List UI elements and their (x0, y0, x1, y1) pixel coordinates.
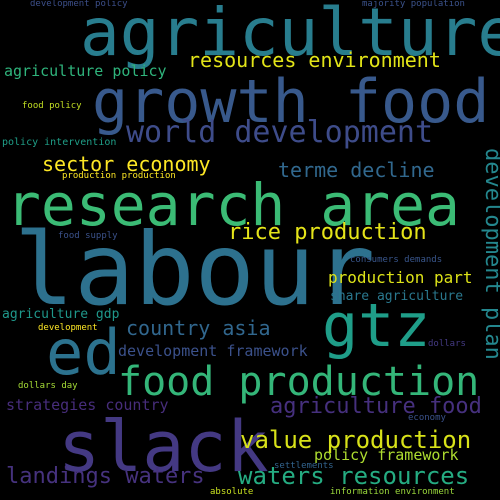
word-production-production: production production (62, 171, 176, 181)
word-strategies-country: strategies country (6, 396, 169, 414)
word-growth-food: growth food (92, 67, 490, 137)
word-absolute: absolute (210, 487, 254, 497)
word-rice-production: rice production (228, 220, 427, 245)
word-economy: economy (408, 413, 446, 423)
word-share-agriculture: share agriculture (330, 289, 464, 304)
word-majority-population: majority population (362, 0, 465, 9)
word-policy-intervention: policy intervention (2, 137, 117, 148)
word-slack: slack (58, 406, 269, 488)
word-waters-resources: waters resources (238, 462, 470, 490)
word-world-development: world development (126, 115, 434, 150)
word-agriculture-food: agriculture food (270, 394, 482, 419)
word-resources-environment: resources environment (188, 48, 441, 72)
word-food-production: food production (118, 359, 480, 405)
word-development-framework: development framework (118, 342, 308, 360)
word-research-area: research area (6, 171, 460, 239)
word-landings-waters: landings waters (6, 464, 205, 489)
word-sector-economy: sector economy (42, 152, 211, 176)
word-labour: labour (14, 211, 376, 328)
word-development-plan: development plan (480, 148, 500, 360)
word-information-environment: information environment (330, 487, 455, 497)
word-terme-decline: terme decline (278, 158, 435, 182)
word-development: development (38, 323, 98, 333)
word-food-policy: food policy (22, 101, 82, 111)
word-dollars: dollars (428, 339, 466, 349)
word-dollars-day: dollars day (18, 381, 78, 391)
word-food-supply: food supply (58, 231, 118, 241)
word-gtz: gtz (322, 291, 431, 361)
word-agriculture-gdp: agriculture gdp (2, 307, 120, 322)
word-agriculture-policy: agriculture policy (4, 62, 167, 80)
word-policy-framework: policy framework (314, 446, 459, 464)
word-ed: ed (46, 316, 121, 389)
word-settlements: settlements (274, 461, 334, 471)
word-consumers-demands: consumers demands (350, 255, 443, 265)
word-value-production: value production (240, 426, 472, 454)
word-development-policy: development policy (30, 0, 128, 9)
word-production-part: production part (328, 268, 473, 287)
word-country-asia: country asia (126, 316, 271, 340)
word-agriculture: agriculture (80, 0, 500, 71)
